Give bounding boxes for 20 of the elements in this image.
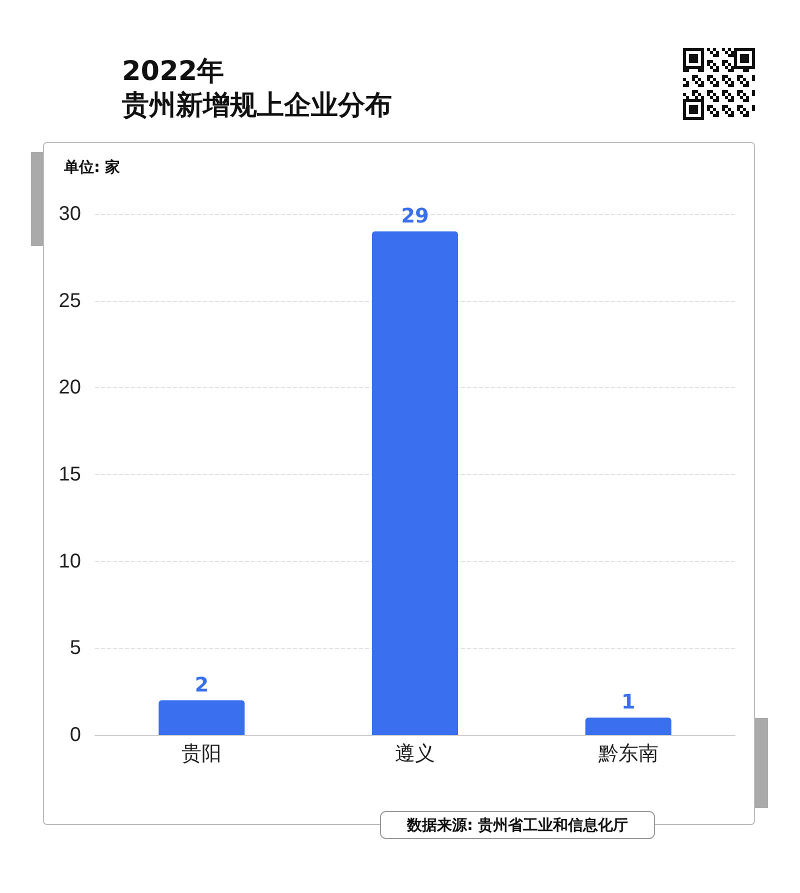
data-label: 2	[194, 672, 209, 696]
chart-subtitle: 贵州新增规上企业分布	[122, 89, 392, 123]
data-label: 1	[621, 690, 636, 714]
bar	[158, 700, 245, 735]
y-tick-label: 25	[58, 290, 81, 312]
bar	[585, 718, 672, 735]
y-tick-label: 5	[70, 637, 81, 660]
x-tick-label: 贵阳	[182, 741, 222, 765]
x-tick-label: 黔东南	[597, 741, 658, 765]
y-tick-label: 0	[70, 724, 81, 746]
y-axis-title: 单位: 家	[64, 158, 120, 177]
source-note: 数据来源: 贵州省工业和信息化厅	[380, 811, 656, 839]
x-tick-label: 遵义	[395, 741, 435, 765]
chart-title: 2022年	[122, 55, 224, 89]
y-tick-label: 10	[58, 550, 81, 572]
y-tick-label: 15	[58, 464, 81, 486]
bar	[372, 231, 458, 735]
y-tick-label: 20	[58, 376, 81, 399]
y-tick-label: 30	[58, 203, 81, 225]
data-label: 29	[401, 203, 429, 228]
